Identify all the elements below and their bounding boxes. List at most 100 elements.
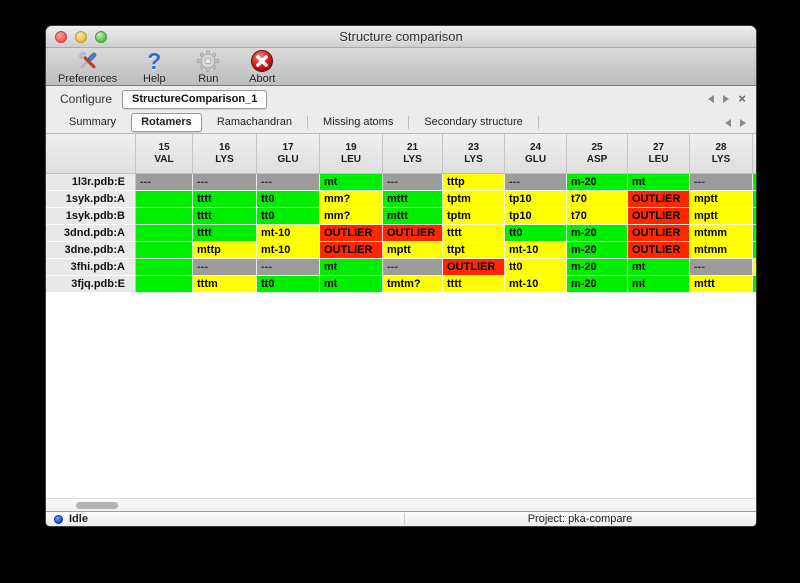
rotamer-cell[interactable]: ---: [690, 174, 753, 191]
rotamer-cell[interactable]: ---: [383, 259, 443, 276]
next-tab-icon[interactable]: [740, 119, 746, 127]
rotamer-cell-clipped[interactable]: [753, 259, 757, 276]
rotamer-cell[interactable]: mm?: [320, 191, 383, 208]
horizontal-scrollbar[interactable]: [46, 498, 756, 511]
tab-ramachandran[interactable]: Ramachandran: [208, 114, 301, 131]
rotamer-cell[interactable]: mt: [628, 174, 690, 191]
rotamer-cell-clipped[interactable]: [753, 276, 757, 293]
row-label[interactable]: 3fhi.pdb:A: [46, 259, 136, 276]
rotamer-cell-clipped[interactable]: [753, 242, 757, 259]
rotamer-cell[interactable]: tt0: [257, 276, 320, 293]
row-label[interactable]: 1l3r.pdb:E: [46, 174, 136, 191]
rotamer-cell[interactable]: tt0: [505, 259, 567, 276]
row-label[interactable]: 3fjq.pdb:E: [46, 276, 136, 293]
abort-button[interactable]: Abort: [245, 49, 279, 85]
row-label[interactable]: 1syk.pdb:B: [46, 208, 136, 225]
rotamer-cell[interactable]: tttt: [193, 208, 257, 225]
minimize-window-button[interactable]: [75, 31, 87, 43]
row-label[interactable]: 1syk.pdb:A: [46, 191, 136, 208]
run-button[interactable]: Run: [191, 49, 225, 85]
zoom-window-button[interactable]: [95, 31, 107, 43]
rotamer-cell[interactable]: ttpt: [443, 242, 505, 259]
rotamer-cell[interactable]: ---: [257, 259, 320, 276]
next-config-icon[interactable]: [723, 95, 729, 103]
rotamer-cell[interactable]: OUTLIER: [443, 259, 505, 276]
row-label[interactable]: 3dnd.pdb:A: [46, 225, 136, 242]
rotamer-cell[interactable]: mt-10: [257, 242, 320, 259]
rotamer-cell[interactable]: m-20: [567, 242, 628, 259]
rotamer-cell[interactable]: tttp: [443, 174, 505, 191]
help-button[interactable]: ? Help: [137, 49, 171, 85]
rotamer-cell-clipped[interactable]: [753, 208, 757, 225]
rotamer-cell[interactable]: [136, 276, 193, 293]
rotamer-cell[interactable]: mptt: [383, 242, 443, 259]
rotamer-cell[interactable]: mt: [320, 276, 383, 293]
rotamer-cell[interactable]: tttt: [443, 276, 505, 293]
rotamer-cell[interactable]: [136, 208, 193, 225]
rotamer-cell[interactable]: mttt: [383, 191, 443, 208]
rotamer-cell[interactable]: mptt: [690, 208, 753, 225]
rotamer-cell[interactable]: mt: [628, 259, 690, 276]
rotamer-cell[interactable]: mm?: [320, 208, 383, 225]
rotamer-cell[interactable]: tttt: [193, 225, 257, 242]
rotamer-cell[interactable]: ---: [136, 174, 193, 191]
tab-rotamers[interactable]: Rotamers: [131, 113, 202, 132]
rotamer-cell[interactable]: tp10: [505, 208, 567, 225]
rotamer-cell[interactable]: mtmm: [690, 225, 753, 242]
rotamer-cell[interactable]: mt-10: [505, 242, 567, 259]
rotamer-cell[interactable]: [136, 259, 193, 276]
rotamer-cell[interactable]: m-20: [567, 225, 628, 242]
rotamer-cell[interactable]: mt: [320, 174, 383, 191]
rotamer-cell[interactable]: tttm: [193, 276, 257, 293]
rotamer-cell[interactable]: [136, 225, 193, 242]
prev-config-icon[interactable]: [708, 95, 714, 103]
rotamer-cell-clipped[interactable]: [753, 191, 757, 208]
rotamer-cell[interactable]: OUTLIER: [383, 225, 443, 242]
rotamer-cell[interactable]: [136, 191, 193, 208]
rotamer-cell[interactable]: [136, 242, 193, 259]
rotamer-cell[interactable]: mptt: [690, 191, 753, 208]
rotamer-cell[interactable]: m-20: [567, 276, 628, 293]
rotamer-cell[interactable]: tmtm?: [383, 276, 443, 293]
rotamer-cell[interactable]: mt-10: [257, 225, 320, 242]
rotamer-cell[interactable]: mttt: [383, 208, 443, 225]
rotamer-cell[interactable]: mt: [628, 276, 690, 293]
close-window-button[interactable]: [55, 31, 67, 43]
rotamer-cell[interactable]: tt0: [505, 225, 567, 242]
tab-missing-atoms[interactable]: Missing atoms: [314, 114, 402, 131]
rotamer-cell[interactable]: m-20: [567, 259, 628, 276]
rotamer-cell[interactable]: tttt: [443, 225, 505, 242]
rotamer-cell[interactable]: tt0: [257, 208, 320, 225]
rotamer-cell[interactable]: OUTLIER: [628, 225, 690, 242]
preferences-button[interactable]: Preferences: [58, 49, 117, 85]
rotamer-cell[interactable]: OUTLIER: [628, 242, 690, 259]
rotamer-cell[interactable]: OUTLIER: [628, 191, 690, 208]
rotamer-cell[interactable]: OUTLIER: [320, 225, 383, 242]
rotamer-cell[interactable]: ---: [193, 259, 257, 276]
rotamer-cell[interactable]: t70: [567, 191, 628, 208]
scrollbar-thumb[interactable]: [76, 502, 118, 509]
rotamer-cell[interactable]: mt: [320, 259, 383, 276]
rotamer-cell[interactable]: ---: [505, 174, 567, 191]
rotamer-cell[interactable]: OUTLIER: [628, 208, 690, 225]
rotamer-cell[interactable]: mttp: [193, 242, 257, 259]
rotamer-cell[interactable]: m-20: [567, 174, 628, 191]
rotamer-cell[interactable]: tptm: [443, 191, 505, 208]
configuration-tab[interactable]: StructureComparison_1: [122, 90, 267, 109]
row-label[interactable]: 3dne.pdb:A: [46, 242, 136, 259]
rotamer-cell[interactable]: mttt: [690, 276, 753, 293]
rotamer-cell[interactable]: t70: [567, 208, 628, 225]
rotamer-cell-clipped[interactable]: [753, 225, 757, 242]
rotamer-cell[interactable]: mtmm: [690, 242, 753, 259]
rotamer-cell[interactable]: ---: [193, 174, 257, 191]
rotamer-cell[interactable]: OUTLIER: [320, 242, 383, 259]
rotamer-cell[interactable]: tttt: [193, 191, 257, 208]
rotamer-cell[interactable]: tt0: [257, 191, 320, 208]
close-config-icon[interactable]: ×: [738, 94, 746, 104]
rotamer-cell[interactable]: ---: [690, 259, 753, 276]
rotamer-cell[interactable]: tp10: [505, 191, 567, 208]
prev-tab-icon[interactable]: [725, 119, 731, 127]
rotamer-cell[interactable]: mt-10: [505, 276, 567, 293]
rotamer-cell-clipped[interactable]: [753, 174, 757, 191]
rotamer-cell[interactable]: tptm: [443, 208, 505, 225]
